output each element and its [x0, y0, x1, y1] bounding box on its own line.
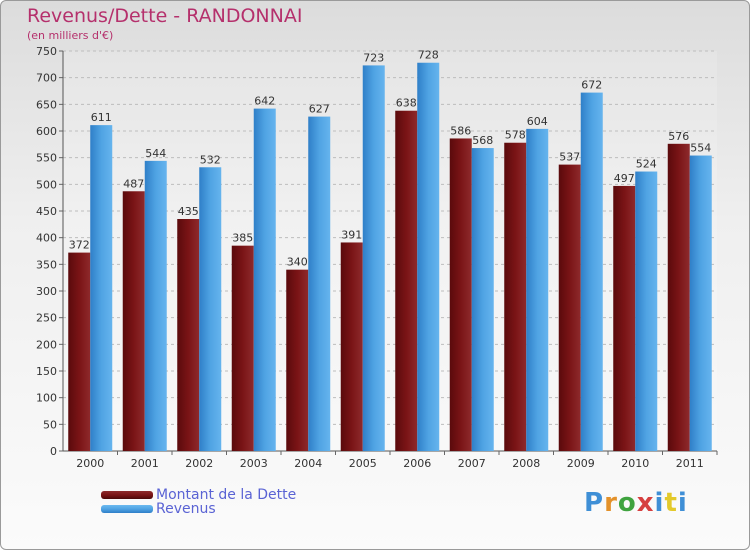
- data-label-revenue: 524: [636, 158, 657, 171]
- logo-letter: x: [636, 488, 655, 518]
- logo-letter: i: [654, 488, 665, 518]
- data-label-debt: 576: [668, 130, 689, 143]
- y-tick-label: 550: [36, 152, 57, 165]
- x-tick-label: 2001: [131, 457, 159, 470]
- y-tick-label: 450: [36, 205, 57, 218]
- x-tick-label: 2005: [349, 457, 377, 470]
- data-label-debt: 385: [232, 232, 253, 245]
- data-label-debt: 537: [559, 151, 580, 164]
- x-tick-label: 2008: [512, 457, 540, 470]
- bar-revenue: [580, 92, 603, 451]
- logo-letter: t: [664, 488, 678, 518]
- bar-debt: [286, 269, 309, 451]
- y-tick-label: 300: [36, 285, 57, 298]
- logo-letter: i: [677, 488, 688, 518]
- legend-swatch-debt: [101, 491, 153, 499]
- data-label-revenue: 728: [418, 49, 439, 62]
- bar-revenue: [526, 128, 549, 451]
- data-label-revenue: 568: [472, 134, 493, 147]
- data-label-debt: 497: [614, 172, 635, 185]
- y-tick-label: 700: [36, 72, 57, 85]
- data-label-revenue: 554: [690, 142, 711, 155]
- bar-debt: [449, 138, 472, 451]
- bar-debt: [558, 164, 581, 451]
- y-tick-label: 650: [36, 98, 57, 111]
- data-label-revenue: 532: [200, 153, 221, 166]
- logo-letter: r: [604, 488, 618, 518]
- legend-label-debt: Montant de la Dette: [156, 487, 297, 503]
- y-tick-label: 200: [36, 338, 57, 351]
- data-label-revenue: 672: [581, 79, 602, 92]
- y-tick-label: 0: [50, 445, 57, 458]
- y-tick-label: 750: [36, 45, 57, 58]
- y-tick-label: 150: [36, 365, 57, 378]
- x-tick-label: 2011: [676, 457, 704, 470]
- bar-debt: [122, 191, 145, 451]
- chart-subtitle: (en milliers d'€): [27, 29, 114, 42]
- data-label-revenue: 544: [145, 147, 166, 160]
- bar-revenue: [635, 171, 658, 452]
- data-label-debt: 372: [69, 239, 90, 252]
- y-tick-label: 350: [36, 258, 57, 271]
- bar-revenue: [144, 160, 167, 451]
- logo-letter: P: [584, 488, 605, 518]
- bar-debt: [667, 143, 690, 452]
- bar-debt: [613, 185, 636, 451]
- data-label-revenue: 611: [91, 111, 112, 124]
- y-tick-label: 400: [36, 232, 57, 245]
- x-tick-label: 2009: [567, 457, 595, 470]
- y-tick-label: 50: [43, 418, 57, 431]
- x-tick-label: 2002: [185, 457, 213, 470]
- bar-debt: [340, 242, 363, 451]
- data-label-debt: 435: [178, 205, 199, 218]
- y-tick-label: 100: [36, 392, 57, 405]
- bar-revenue: [199, 167, 222, 451]
- data-label-debt: 586: [450, 124, 471, 137]
- data-label-debt: 638: [396, 97, 417, 110]
- data-label-revenue: 604: [527, 115, 548, 128]
- x-tick-label: 2003: [240, 457, 268, 470]
- bar-debt: [504, 142, 527, 451]
- bar-revenue: [253, 108, 276, 451]
- plot-area: [63, 51, 717, 451]
- y-tick-label: 250: [36, 312, 57, 325]
- x-tick-label: 2010: [621, 457, 649, 470]
- bar-debt: [177, 219, 200, 451]
- bar-debt: [231, 245, 254, 451]
- x-tick-label: 2004: [294, 457, 322, 470]
- y-tick-label: 500: [36, 178, 57, 191]
- data-label-revenue: 627: [309, 103, 330, 116]
- x-tick-label: 2007: [458, 457, 486, 470]
- logo-letter: o: [617, 488, 637, 518]
- x-tick-label: 2000: [76, 457, 104, 470]
- data-label-debt: 487: [123, 177, 144, 190]
- y-tick-label: 600: [36, 125, 57, 138]
- x-tick-label: 2006: [403, 457, 431, 470]
- bar-revenue: [362, 65, 385, 452]
- bar-debt: [68, 252, 91, 451]
- bar-chart: 0 50 100 150 200 250 300 350 400 450 500 550 600 650 7…: [36, 45, 718, 470]
- legend-swatch-revenue: [101, 505, 153, 513]
- bar-revenue: [308, 116, 331, 451]
- bar-debt: [395, 110, 418, 451]
- bar-revenue: [689, 155, 712, 452]
- data-label-debt: 391: [341, 228, 362, 241]
- data-label-debt: 340: [287, 256, 308, 269]
- chart-title: Revenus/Dette - RANDONNAI: [27, 5, 303, 27]
- proxiti-logo: Proxiti: [584, 488, 688, 518]
- data-label-revenue: 723: [363, 51, 384, 64]
- data-label-debt: 578: [505, 129, 526, 142]
- bar-revenue: [90, 125, 113, 451]
- bar-revenue: [471, 148, 494, 452]
- legend-label-revenue: Revenus: [156, 501, 216, 517]
- bar-revenue: [417, 62, 440, 451]
- data-label-revenue: 642: [254, 95, 275, 108]
